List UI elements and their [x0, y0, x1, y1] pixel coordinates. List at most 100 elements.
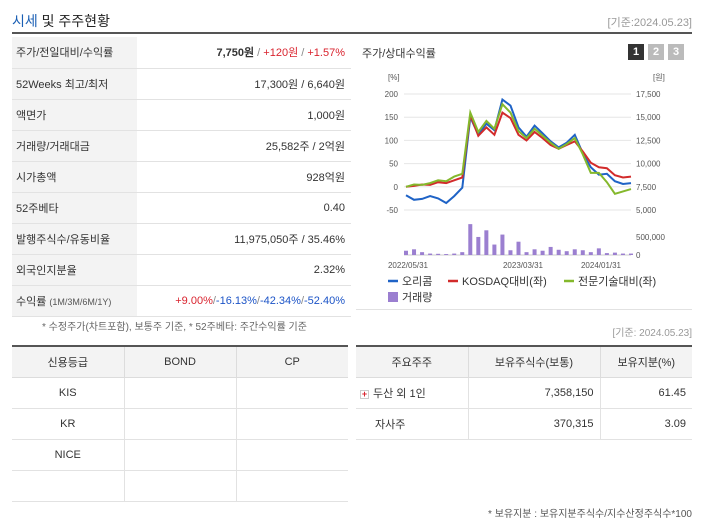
volume-bar — [484, 230, 489, 255]
table-row: + 두산 외 1인 7,358,150 61.45 — [356, 377, 692, 409]
volume-bar — [492, 244, 497, 255]
volume-bar — [540, 250, 545, 255]
summary-label: 수익률 (1M/3M/6M/1Y) — [12, 285, 137, 317]
volume-bar — [428, 253, 433, 255]
return-label-periods: (1M/3M/6M/1Y) — [49, 296, 112, 307]
x-tick-label: 2023/03/31 — [503, 261, 544, 270]
holders-empty-cell — [356, 470, 468, 501]
volume-bar — [444, 254, 449, 255]
left-tick-label: 0 — [394, 183, 399, 192]
volume-bar — [604, 253, 609, 255]
volume-bar — [404, 250, 408, 255]
summary-value-part: 7,750원 — [216, 47, 255, 60]
holders-empty-cell — [600, 439, 692, 470]
credit-header: BOND — [123, 346, 236, 378]
x-tick-label: 2022/05/31 — [388, 261, 429, 270]
volume-bar — [516, 241, 521, 255]
price-relative-return-chart: [%] [원] 200 150 100 50 0 -50 17,500 15,000 12,500 1… — [385, 73, 666, 304]
credit-cell: NICE — [12, 439, 124, 471]
summary-row-return: 수익률 (1M/3M/6M/1Y) +9.00%/-16.13%/-42.34%/… — [12, 285, 351, 317]
section-title-rest: 및 주주현황 — [41, 13, 110, 29]
return-label: 수익률 — [16, 295, 50, 308]
major-shareholders-table: 주요주주 보유주식수(보통) 보유지분(%) + 두산 외 1인 7,358,150 61… — [356, 345, 692, 501]
summary-value-part: 25,582주 / 2억원 — [265, 140, 345, 153]
summary-label: 외국인지분율 — [12, 254, 137, 286]
volume-bar — [612, 252, 617, 255]
legend-label: 전문기술대비(좌) — [578, 275, 656, 288]
x-tick-label: 2024/01/31 — [581, 261, 622, 270]
summary-value-part: +120원 — [263, 47, 299, 60]
summary-row: 주가/전일대비/수익률 7,750원 / +120원 / +1.57% — [12, 37, 351, 69]
volume-bar — [596, 248, 601, 255]
volume-bar — [460, 252, 465, 255]
table-row — [12, 470, 348, 502]
holder-pct: 3.09 — [599, 408, 692, 440]
summary-value-part: 0.40 — [323, 201, 345, 214]
summary-row: 외국인지분율 2.32% — [12, 254, 351, 286]
holder-shares: 7,358,150 — [467, 377, 600, 409]
summary-value-part: / — [254, 47, 264, 60]
summary-row: 거래량/거래대금 25,582주 / 2억원 — [12, 130, 351, 162]
left-tick-label: -50 — [386, 206, 398, 215]
summary-label: 거래량/거래대금 — [12, 130, 137, 162]
holder-name: 자사주 — [356, 408, 468, 440]
footnote-adjusted-price: * 수정주가(차트포함), 보통주 기준, * 52주베타: 주간수익률 기준 — [42, 322, 307, 333]
summary-label: 발행주식수/유동비율 — [12, 223, 137, 255]
volume-bar — [588, 252, 593, 255]
volume-bar — [476, 236, 481, 255]
chart-title: 주가/상대수익률 — [362, 48, 436, 60]
credit-cell — [123, 408, 236, 440]
holder-pct: 61.45 — [599, 377, 692, 409]
volume-bar — [556, 249, 561, 255]
volume-bar — [524, 252, 529, 255]
volume-bar — [629, 253, 633, 255]
left-axis-unit: [%] — [388, 73, 400, 82]
volume-bar — [620, 253, 625, 255]
credit-cell — [235, 470, 348, 502]
credit-cell: KR — [12, 408, 124, 440]
credit-rating-table: 신용등급 BOND CP KIS KR NICE — [12, 345, 348, 502]
left-tick-label: 200 — [385, 90, 399, 99]
shareholder-reference-date: [기준: 2024.05.23] — [612, 328, 692, 339]
table-row: KR — [12, 408, 348, 440]
right-axis-unit: [원] — [653, 73, 665, 82]
summary-row: 52주베타 0.40 — [12, 192, 351, 224]
volume-bar — [420, 252, 425, 255]
summary-value-part: 928억원 — [306, 171, 345, 184]
holders-empty-cell — [600, 470, 692, 501]
holders-empty-cell — [468, 439, 600, 470]
volume-bar — [508, 250, 513, 255]
summary-value: 7,750원 / +120원 / +1.57% — [137, 37, 351, 69]
summary-row: 시가총액 928억원 — [12, 161, 351, 193]
legend-swatch — [388, 292, 398, 302]
section-header: 시세 및 주주현황 [기준:2024.05.23] — [12, 8, 692, 34]
right-tick-label: 17,500 — [636, 90, 661, 99]
summary-label: 액면가 — [12, 99, 137, 131]
holders-empty-cell — [468, 470, 600, 501]
summary-value-part: +9.00% — [175, 294, 213, 307]
holder-name-text: 두산 외 1인 — [373, 387, 426, 400]
expand-plus-icon[interactable]: + — [360, 388, 369, 399]
credit-cell: KIS — [12, 377, 124, 409]
legend-label: 거래량 — [402, 291, 432, 304]
left-tick-label: 50 — [389, 160, 398, 169]
summary-value-part: +1.57% — [307, 47, 345, 60]
summary-label: 52Weeks 최고/최저 — [12, 68, 137, 100]
holder-name[interactable]: + 두산 외 1인 — [356, 377, 468, 409]
header-divider — [12, 32, 692, 34]
table-row: NICE — [12, 439, 348, 471]
chart-period-button-1[interactable]: 1 — [628, 44, 644, 60]
holder-name-text: 자사주 — [375, 418, 406, 431]
chart-period-button-2[interactable]: 2 — [648, 44, 664, 60]
credit-cell — [123, 377, 236, 409]
summary-value: 0.40 — [137, 192, 351, 224]
summary-value-part: / — [298, 47, 308, 60]
chart-period-button-3[interactable]: 3 — [668, 44, 684, 60]
volume-bar — [436, 253, 441, 255]
summary-label: 52주베타 — [12, 192, 137, 224]
summary-value-part: -52.40% — [304, 294, 345, 307]
summary-value: 1,000원 — [137, 99, 351, 131]
summary-value: +9.00%/-16.13%/-42.34%/-52.40% — [137, 285, 351, 317]
summary-row: 발행주식수/유동비율 11,975,050주 / 35.46% — [12, 223, 351, 255]
